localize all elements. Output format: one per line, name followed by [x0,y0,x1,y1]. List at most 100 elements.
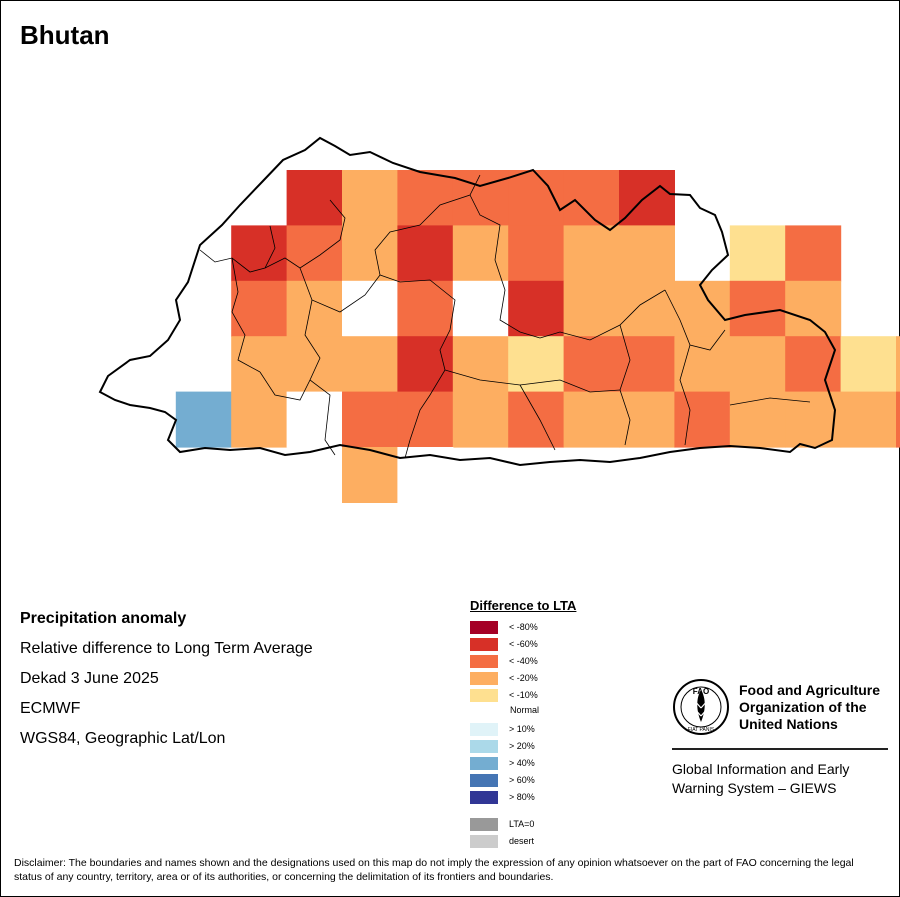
legend-label: > 40% [509,758,535,768]
grid-cell [286,170,343,226]
legend-swatch [470,671,498,685]
anomaly-grid [175,170,900,503]
grid-cell [452,336,509,393]
legend-label: < -20% [509,673,538,683]
district-boundaries [199,174,811,459]
grid-cell [231,280,288,337]
legend-item: > 10% [470,722,535,736]
grid-cell [896,336,900,393]
grid-cell [508,170,565,226]
grid-cell [619,280,675,337]
grid-cell [619,225,675,282]
fao-logo-icon: FAO FIAT PANIS [673,679,729,735]
disclaimer: Disclaimer: The boundaries and names sho… [14,857,854,883]
legend-label-normal: Normal [510,705,540,715]
district-boundary [199,225,276,273]
info-heading: Precipitation anomaly [20,610,187,627]
grid-cell [286,225,343,282]
grid-cell [342,280,398,337]
map-title: Bhutan [20,20,110,50]
district-boundary [444,369,621,393]
grid-cell [785,225,842,282]
grid-cell [674,336,731,393]
legend-item: < -10% [470,688,538,702]
legend-swatch [470,790,498,804]
grid-cell [231,225,288,282]
district-boundary [539,289,666,341]
legend-label: > 10% [509,724,535,734]
district-boundary [404,369,446,459]
legend-label: LTA=0 [509,819,535,829]
grid-cell [508,391,565,448]
grid-cell [619,391,675,448]
grid-cell [619,336,675,393]
legend-swatch [470,773,498,787]
legend-label: < -60% [509,639,538,649]
info-line: ECMWF [20,700,81,717]
legend-swatch [470,834,498,848]
grid-cell [342,391,398,448]
district-boundary [519,384,556,451]
grid-cell [840,336,897,393]
grid-cell [397,280,454,337]
grid-cell [508,225,565,282]
legend-label: desert [509,836,535,846]
legend-label: < -40% [509,656,538,666]
legend-label: < -10% [509,690,538,700]
legend-label: > 80% [509,792,535,802]
district-boundary [231,257,261,373]
system-name: Global Information and Early Warning Sys… [672,761,850,796]
district-boundary [299,224,421,313]
legend-label: < -80% [509,622,538,632]
grid-cell [231,336,288,393]
grid-cell [397,391,454,448]
fao-logo-motto: FIAT PANIS [688,727,715,733]
legend-item: > 60% [470,773,535,787]
grid-cell [729,336,786,393]
district-boundary [259,371,311,401]
grid-cell [397,225,454,282]
grid-cell [619,170,675,226]
grid-cell [175,391,232,448]
legend-item: < -80% [470,620,538,634]
grid-cell [729,225,786,282]
legend-label: > 60% [509,775,535,785]
grid-cell [342,170,398,226]
grid-cell [674,391,731,448]
grid-cell [508,280,565,337]
legend-swatch [470,654,498,668]
grid-cell [896,391,900,448]
legend-item: > 40% [470,756,535,770]
grid-cell [729,391,786,448]
legend-swatch [470,739,498,753]
district-boundary [379,274,456,371]
map-info: Precipitation anomaly Relative differenc… [20,604,313,754]
legend-item: > 80% [470,790,535,804]
grid-cell [397,336,454,393]
grid-cell [342,225,398,282]
grid-cell [397,170,454,226]
country-boundary [98,136,837,467]
legend-swatch [470,817,498,831]
grid-cell [508,336,565,393]
org-name: Food and Agriculture Organization of the… [739,682,881,732]
legend-swatch [470,637,498,651]
grid-cell [563,280,620,337]
info-line: Dekad 3 June 2025 [20,670,159,687]
legend-item: > 20% [470,739,535,753]
grid-cell [563,225,620,282]
legend-item: desert [470,834,534,848]
district-boundary [679,344,691,446]
grid-cell [286,280,343,337]
grid-cell [563,336,620,393]
legend-item: < -40% [470,654,538,668]
info-line: WGS84, Geographic Lat/Lon [20,730,226,747]
grid-cell [231,391,288,448]
district-boundary [469,194,541,339]
legend-swatch [470,756,498,770]
legend-item: LTA=0 [470,817,534,831]
legend: Difference to LTA < -80% < -60% < -40% < -2… [470,598,576,848]
legend-swatch [470,688,498,702]
branding-divider [672,748,888,750]
